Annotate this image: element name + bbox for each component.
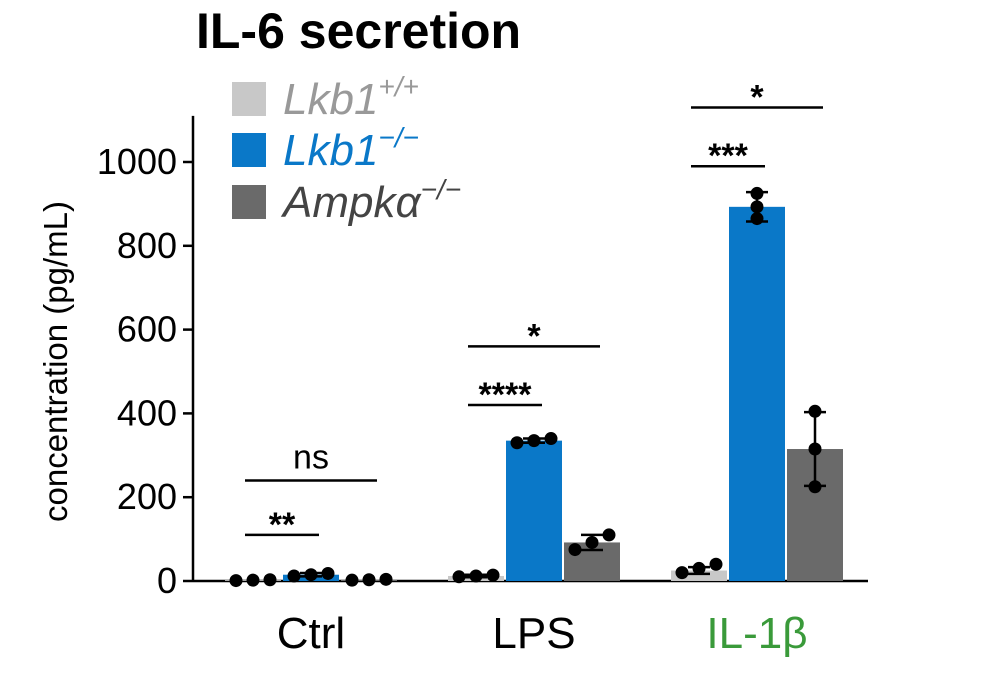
significance-label: * (750, 79, 764, 117)
data-point (750, 200, 764, 214)
x-category-label: Ctrl (277, 609, 345, 658)
data-point (585, 535, 599, 549)
x-category-label: LPS (492, 609, 575, 658)
legend-swatch (232, 133, 266, 167)
significance-label: **** (479, 376, 533, 414)
y-axis-title: concentration (pg/mL) (37, 201, 74, 522)
data-point (527, 434, 541, 448)
legend-label-base: Lkb1 (283, 75, 378, 124)
significance-label: ** (269, 506, 296, 544)
data-point (345, 573, 359, 587)
data-point (808, 480, 822, 494)
legend-label: Ampkα−/− (280, 174, 461, 227)
data-point (709, 557, 723, 571)
chart-title: IL-6 secretion (196, 3, 522, 59)
significance-label: *** (708, 137, 748, 175)
data-point (263, 573, 277, 587)
bar (729, 206, 785, 581)
data-point (544, 432, 558, 446)
y-tick-label: 200 (117, 476, 177, 517)
legend-label-superscript: −/− (421, 174, 461, 205)
bar (506, 440, 562, 581)
axes: 0 200 400 600 800 1000 concentration (pg/mL) Ct… (37, 115, 868, 658)
y-tick-label: 400 (117, 392, 177, 433)
legend-label: Lkb1+/+ (283, 71, 419, 124)
significance-label: * (527, 317, 541, 355)
significance-annotations: **ns********* (245, 79, 823, 544)
data-point (287, 569, 301, 583)
data-point (750, 212, 764, 226)
data-point (692, 561, 706, 575)
data-point (808, 442, 822, 456)
data-point (808, 404, 822, 418)
data-point (379, 572, 393, 586)
x-category-label: IL-1β (706, 609, 807, 658)
legend-label-superscript: +/+ (378, 71, 418, 102)
bars (225, 206, 843, 581)
legend: Lkb1+/+Lkb1−/−Ampkα−/− (232, 71, 461, 227)
y-tick-label: 600 (117, 309, 177, 350)
data-point (510, 436, 524, 450)
legend-label-superscript: −/− (378, 122, 418, 153)
data-point (469, 569, 483, 583)
data-point (362, 573, 376, 587)
y-tick-label: 0 (157, 560, 177, 601)
legend-label-base: Lkb1 (283, 126, 378, 175)
data-point (321, 566, 335, 580)
y-tick-label: 800 (117, 225, 177, 266)
data-point (246, 573, 260, 587)
data-point (750, 186, 764, 200)
bar (671, 570, 727, 581)
legend-swatch (232, 185, 266, 219)
y-tick-label: 1000 (97, 141, 177, 182)
data-point (675, 566, 689, 580)
data-point (602, 528, 616, 542)
data-point (452, 570, 466, 584)
data-point (304, 568, 318, 582)
legend-swatch (232, 82, 266, 116)
legend-label: Lkb1−/− (283, 122, 419, 175)
data-point (229, 574, 243, 588)
data-point (486, 568, 500, 582)
data-point (568, 543, 582, 557)
legend-label-base: Ampkα (280, 178, 422, 227)
significance-label: ns (293, 438, 329, 476)
data-points (229, 186, 822, 588)
